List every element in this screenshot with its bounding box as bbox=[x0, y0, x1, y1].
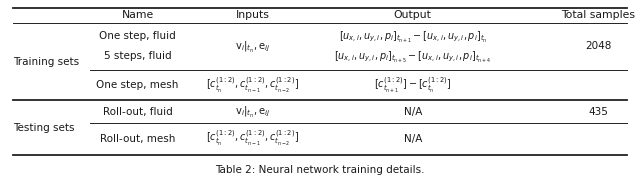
Text: 2048: 2048 bbox=[585, 41, 612, 51]
Text: $[c^{(1:2)}_{t_{n+1}}] - [c^{(1:2)}_{t_n}]$: $[c^{(1:2)}_{t_{n+1}}] - [c^{(1:2)}_{t_n… bbox=[374, 75, 452, 95]
Text: Testing sets: Testing sets bbox=[13, 123, 74, 133]
Text: Table 2: Neural network training details.: Table 2: Neural network training details… bbox=[215, 165, 425, 175]
Text: N/A: N/A bbox=[404, 134, 422, 144]
Text: Roll-out, mesh: Roll-out, mesh bbox=[100, 134, 175, 144]
Text: One step, fluid: One step, fluid bbox=[99, 31, 176, 41]
Text: Inputs: Inputs bbox=[236, 10, 269, 20]
Text: One step, mesh: One step, mesh bbox=[97, 80, 179, 90]
Text: $[c^{(1:2)}_{t_n}, c^{(1:2)}_{t_{n-1}}, c^{(1:2)}_{t_{n-2}}]$: $[c^{(1:2)}_{t_n}, c^{(1:2)}_{t_{n-1}}, … bbox=[206, 75, 300, 95]
Text: $[u_{x,i}, u_{y,i}, p_i]_{t_{n+5}} - [u_{x,i}, u_{y,i}, p_i]_{t_{n+4}}$: $[u_{x,i}, u_{y,i}, p_i]_{t_{n+5}} - [u_… bbox=[334, 49, 492, 64]
Text: Total samples: Total samples bbox=[561, 10, 636, 20]
Text: 435: 435 bbox=[588, 107, 609, 117]
Text: 5 steps, fluid: 5 steps, fluid bbox=[104, 51, 172, 61]
Text: Name: Name bbox=[122, 10, 154, 20]
Text: Training sets: Training sets bbox=[13, 56, 79, 67]
Text: $[c^{(1:2)}_{t_n}, c^{(1:2)}_{t_{n-1}}, c^{(1:2)}_{t_{n-2}}]$: $[c^{(1:2)}_{t_n}, c^{(1:2)}_{t_{n-1}}, … bbox=[206, 129, 300, 148]
Text: Output: Output bbox=[394, 10, 432, 20]
Text: $\mathrm{v}_i|_{t_n}, \mathrm{e}_{ij}$: $\mathrm{v}_i|_{t_n}, \mathrm{e}_{ij}$ bbox=[235, 39, 271, 54]
Text: $\mathrm{v}_i|_{t_n}, \mathrm{e}_{ij}$: $\mathrm{v}_i|_{t_n}, \mathrm{e}_{ij}$ bbox=[235, 104, 271, 119]
Text: $[u_{x,i}, u_{y,i}, p_i]_{t_{n+1}} - [u_{x,i}, u_{y,i}, p_i]_{t_n}$: $[u_{x,i}, u_{y,i}, p_i]_{t_{n+1}} - [u_… bbox=[339, 29, 487, 44]
Text: Roll-out, fluid: Roll-out, fluid bbox=[103, 107, 172, 117]
Text: N/A: N/A bbox=[404, 107, 422, 117]
